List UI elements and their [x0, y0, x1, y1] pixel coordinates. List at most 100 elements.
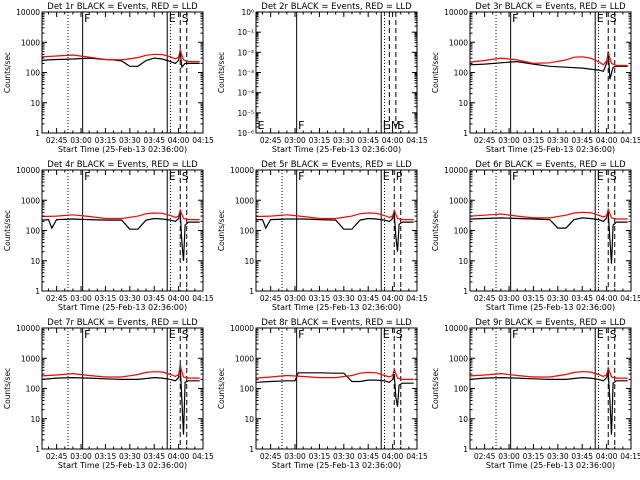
x-tick-label: 04:00 [168, 294, 190, 303]
event-marker-label: S [182, 12, 189, 25]
y-tick-label: 1 [249, 445, 254, 454]
series-line-events [470, 371, 628, 435]
y-tick-label: 1000 [449, 354, 468, 363]
y-tick-label: 100 [26, 227, 41, 236]
chart-panel-2: Det 2r BLACK = Events, RED = LLDEFEMS10⁻… [217, 2, 428, 154]
x-tick-label: 03:30 [119, 294, 141, 303]
x-axis-label: Start Time (25-Feb-13 02:36:00) [58, 461, 187, 470]
y-tick-label: 100 [26, 69, 41, 78]
y-tick-label: 1000 [21, 354, 40, 363]
x-tick-label: 02:45 [474, 452, 496, 461]
series-line-lld [42, 47, 200, 63]
series-line-lld [42, 208, 200, 221]
event-marker-label: F [512, 170, 518, 183]
x-tick-label: 02:45 [474, 136, 496, 145]
y-tick-label: 100 [454, 385, 469, 394]
x-tick-label: 04:00 [382, 452, 404, 461]
y-tick-label: 1000 [449, 38, 468, 47]
y-axis-label: Counts/sec [3, 368, 12, 409]
y-tick-label: 1000 [21, 38, 40, 47]
event-marker-label: E [383, 170, 390, 183]
y-tick-label: 1 [249, 287, 254, 296]
x-tick-label: 02:45 [46, 452, 68, 461]
y-axis-label: Counts/sec [431, 52, 440, 93]
y-tick-label: 1000 [235, 196, 254, 205]
x-tick-label: 03:45 [143, 452, 165, 461]
x-tick-label: 03:00 [498, 136, 520, 145]
event-marker-label: F [512, 328, 518, 341]
series-line-lld [470, 52, 628, 67]
x-tick-label: 03:45 [571, 136, 593, 145]
chart-title: Det 5r BLACK = Events, RED = LLD [261, 160, 412, 170]
event-marker-label: F [84, 170, 90, 183]
series-line-lld [42, 365, 200, 379]
event-marker-label: F [84, 12, 90, 25]
x-tick-label: 03:30 [333, 294, 355, 303]
x-tick-label: 03:00 [70, 294, 92, 303]
plot-frame [469, 11, 632, 134]
event-marker-label: F [298, 170, 304, 183]
x-tick-label: 03:15 [523, 136, 545, 145]
chart-title: Det 3r BLACK = Events, RED = LLD [475, 2, 626, 12]
x-tick-label: 04:15 [620, 294, 640, 303]
event-marker-label: E [169, 170, 176, 183]
x-tick-label: 03:15 [523, 294, 545, 303]
event-marker-label: F [512, 12, 518, 25]
x-axis-label: Start Time (25-Feb-13 02:36:00) [272, 461, 401, 470]
x-tick-label: 02:45 [474, 294, 496, 303]
x-tick-label: 04:15 [406, 452, 428, 461]
plot-frame [255, 327, 418, 450]
x-axis-label: Start Time (25-Feb-13 02:36:00) [486, 145, 615, 154]
x-tick-label: 03:15 [95, 136, 117, 145]
y-axis-label: Counts/sec [217, 210, 226, 251]
y-tick-label: 10000 [230, 166, 254, 175]
event-marker-label: E [169, 328, 176, 341]
x-tick-label: 03:00 [284, 452, 306, 461]
x-tick-label: 03:30 [547, 294, 569, 303]
event-marker-label: E [597, 170, 604, 183]
x-tick-label: 02:45 [260, 136, 282, 145]
chart-title: Det 6r BLACK = Events, RED = LLD [475, 160, 626, 170]
y-tick-label: 1000 [235, 354, 254, 363]
y-axis-label: Counts/sec [431, 368, 440, 409]
x-tick-label: 04:00 [596, 136, 618, 145]
y-tick-label: 100 [26, 385, 41, 394]
x-tick-label: 03:30 [333, 136, 355, 145]
event-marker-label: S [610, 170, 617, 183]
y-tick-label: 10⁻² [237, 48, 254, 57]
x-tick-label: 04:00 [382, 136, 404, 145]
series-line-lld [256, 367, 414, 380]
x-tick-label: 04:00 [596, 294, 618, 303]
x-tick-label: 03:45 [571, 452, 593, 461]
chart-title: Det 7r BLACK = Events, RED = LLD [47, 318, 198, 328]
x-tick-label: 03:45 [143, 136, 165, 145]
event-marker-label: E [383, 119, 390, 132]
series-line-lld [470, 365, 628, 379]
y-tick-label: 10 [458, 257, 468, 266]
x-tick-label: 03:15 [309, 294, 331, 303]
y-tick-label: 100 [240, 227, 255, 236]
x-tick-label: 04:15 [620, 136, 640, 145]
chart-title: Det 1r BLACK = Events, RED = LLD [47, 2, 198, 12]
y-axis-label: Counts/sec [217, 52, 226, 93]
y-tick-label: 1 [463, 129, 468, 138]
x-tick-label: 04:15 [406, 136, 428, 145]
y-axis-label: Counts/sec [431, 210, 440, 251]
plot-frame [41, 327, 204, 450]
x-axis-label: Start Time (25-Feb-13 02:36:00) [272, 303, 401, 312]
series-line-events [42, 364, 200, 435]
event-marker-label: E [169, 12, 176, 25]
y-tick-label: 10 [244, 257, 254, 266]
y-tick-label: 100 [454, 69, 469, 78]
x-tick-label: 03:30 [547, 136, 569, 145]
x-axis-label: Start Time (25-Feb-13 02:36:00) [486, 461, 615, 470]
x-tick-label: 03:45 [571, 294, 593, 303]
chart-title: Det 8r BLACK = Events, RED = LLD [261, 318, 412, 328]
event-marker-label: F [84, 328, 90, 341]
